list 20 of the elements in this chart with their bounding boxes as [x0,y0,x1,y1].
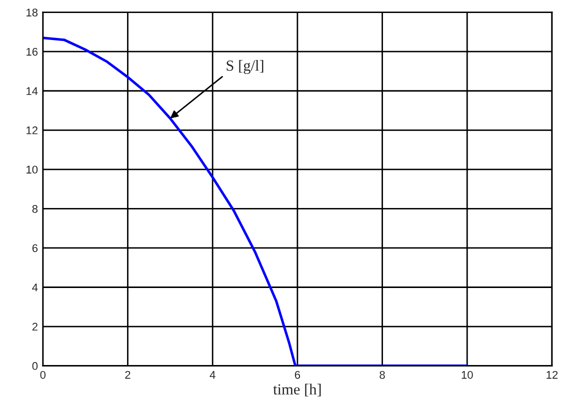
y-tick-label: 16 [26,48,38,56]
y-tick-label: 8 [32,204,38,213]
y-tick-label: 12 [26,126,38,134]
y-tick-label: 14 [26,87,38,95]
line-series [42,36,468,366]
y-tick-label: 0 [32,362,38,370]
x-tick-label: 8 [380,370,385,379]
y-tick-label: 2 [32,322,38,331]
x-tick-label: 0 [40,370,46,379]
y-tick-label: 4 [32,284,38,292]
annotation: S [g/l] [226,60,264,74]
x-tick-label: 12 [546,370,558,379]
y-tick-label: 18 [26,8,38,16]
x-tick-label: 6 [294,370,300,379]
x-tick-label: 10 [462,370,473,379]
x-tick-label: 2 [125,370,130,379]
x-axis-title: time [h] [273,384,321,396]
y-tick-label: 10 [26,166,38,174]
y-tick-label: 6 [32,244,38,252]
x-tick-label: 4 [210,371,216,379]
